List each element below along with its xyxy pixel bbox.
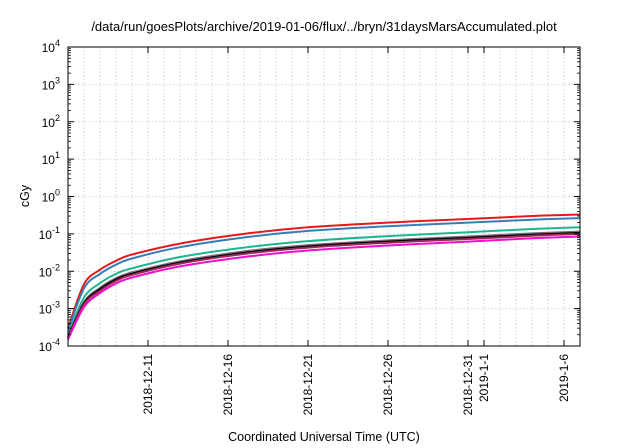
y-axis-label: cGy xyxy=(18,184,32,207)
y-tick-labels: 10-4 10-3 10-2 10-1 100 101 102 103 104 xyxy=(39,38,60,354)
series-line-6 xyxy=(67,232,581,339)
x-axis-label: Coordinated Universal Time (UTC) xyxy=(228,430,420,444)
y-tick-label: 10-3 xyxy=(39,300,60,317)
y-tick-label: 102 xyxy=(42,113,60,130)
y-tick-label: 100 xyxy=(42,188,60,205)
y-tick-label: 104 xyxy=(42,38,60,55)
series-line-2 xyxy=(67,217,581,332)
axis-ticks xyxy=(68,46,580,347)
y-tick-label: 10-2 xyxy=(39,262,60,279)
x-tick-label: 2018-12-16 xyxy=(221,354,235,416)
series-lines xyxy=(67,213,581,340)
y-tick-label: 10-1 xyxy=(39,225,60,242)
x-tick-label: 2019-1-6 xyxy=(557,354,571,402)
grid-lines xyxy=(68,47,580,346)
y-tick-label: 103 xyxy=(42,75,60,92)
x-tick-label: 2018-12-26 xyxy=(381,354,395,416)
chart-title: /data/run/goesPlots/archive/2019-01-06/f… xyxy=(91,19,557,34)
series-line-1 xyxy=(67,213,581,329)
y-tick-label: 10-4 xyxy=(39,337,60,354)
series-line-3 xyxy=(67,226,581,336)
x-tick-label: 2019-1-1 xyxy=(477,354,491,402)
series-line-7 xyxy=(67,235,581,340)
x-tick-labels: 2018-12-11 2018-12-16 2018-12-21 2018-12-26… xyxy=(141,354,571,416)
y-tick-label: 101 xyxy=(42,150,60,167)
x-tick-label: 2018-12-21 xyxy=(301,354,315,416)
x-tick-label: 2018-12-11 xyxy=(141,354,155,415)
x-tick-label: 2018-12-31 xyxy=(461,354,475,416)
series-line-4 xyxy=(67,230,581,337)
